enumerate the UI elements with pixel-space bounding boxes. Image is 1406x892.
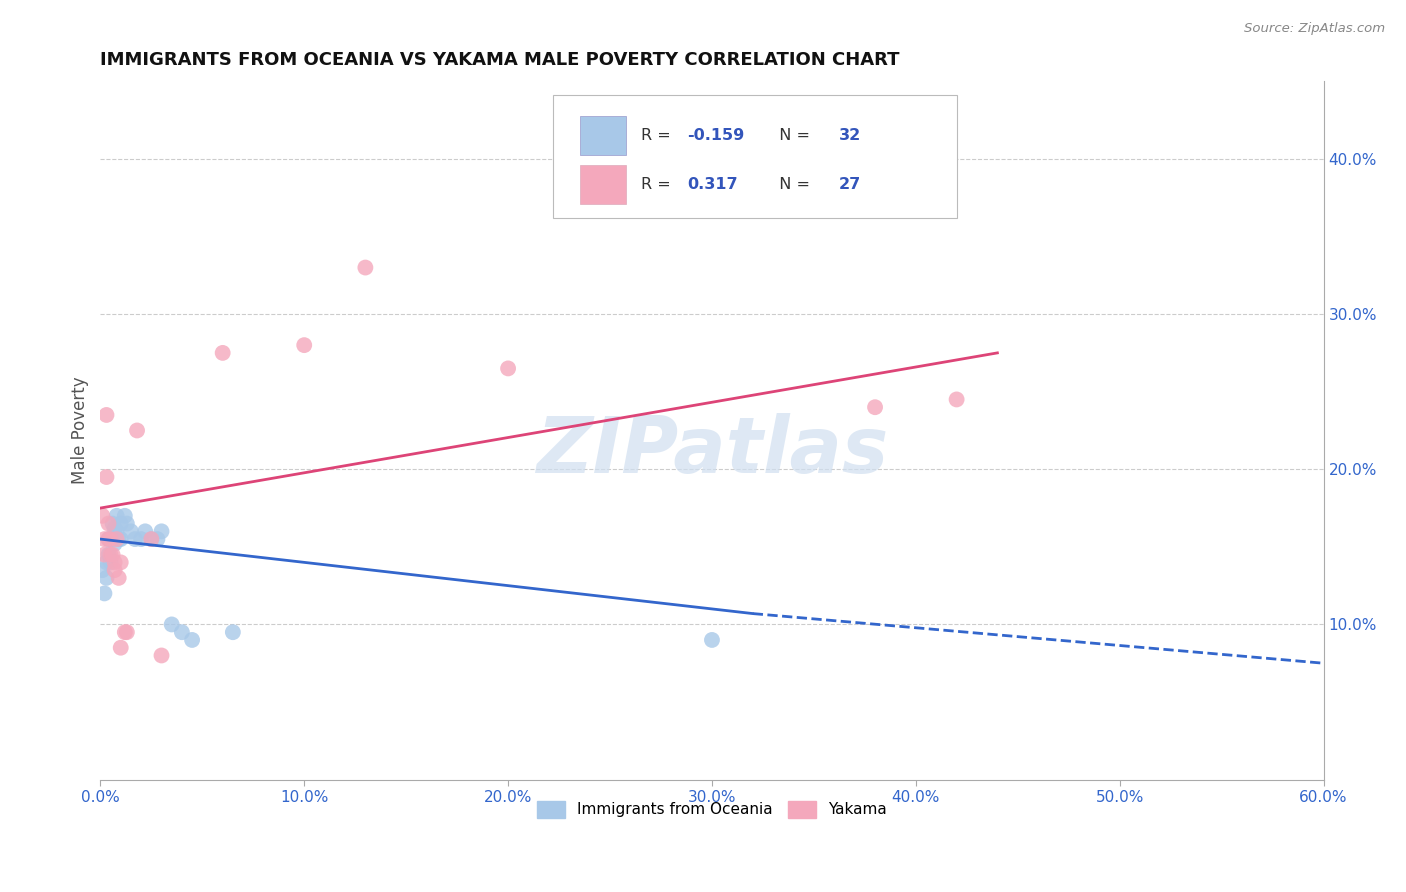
Point (115, 516, 138, 531)
Point (97, 532, 120, 546)
Point (160, 617, 183, 632)
Point (150, 648, 173, 663)
Point (354, 260, 377, 275)
Point (114, 625, 136, 640)
Point (700, 632, 723, 647)
Point (146, 532, 169, 546)
Point (170, 625, 193, 640)
Text: R =: R = (641, 178, 681, 192)
Point (91, 563, 114, 577)
Bar (579, 116, 626, 154)
Point (110, 555, 132, 569)
Point (100, 532, 122, 546)
Point (96, 555, 118, 569)
Point (107, 571, 129, 585)
Legend: Immigrants from Oceania, Yakama: Immigrants from Oceania, Yakama (531, 795, 893, 824)
FancyBboxPatch shape (553, 95, 956, 218)
Point (894, 152, 917, 166)
Text: ZIPatlas: ZIPatlas (536, 413, 889, 490)
Point (134, 524, 156, 539)
Point (91, 508, 114, 523)
Y-axis label: Male Poverty: Male Poverty (72, 376, 89, 484)
Point (110, 516, 132, 531)
Point (222, 625, 245, 640)
Point (110, 640, 132, 655)
Point (93, 548, 115, 562)
Point (129, 532, 152, 546)
Point (945, 392, 967, 407)
Point (101, 532, 124, 546)
Point (141, 532, 163, 546)
Point (496, 361, 519, 376)
Text: Source: ZipAtlas.com: Source: ZipAtlas.com (1244, 22, 1385, 36)
Point (101, 548, 124, 562)
Point (863, 401, 886, 415)
Text: R =: R = (641, 128, 676, 143)
Text: 0.317: 0.317 (688, 178, 738, 192)
Point (124, 532, 146, 546)
Point (97, 516, 120, 531)
Text: -0.159: -0.159 (688, 128, 745, 143)
Text: 27: 27 (839, 178, 862, 192)
Point (96, 470, 118, 484)
Point (97, 548, 120, 562)
Point (104, 521, 127, 535)
Point (292, 338, 315, 352)
Text: N =: N = (769, 178, 815, 192)
Point (100, 532, 122, 546)
Point (181, 632, 204, 647)
Point (115, 625, 138, 640)
Text: IMMIGRANTS FROM OCEANIA VS YAKAMA MALE POVERTY CORRELATION CHART: IMMIGRANTS FROM OCEANIA VS YAKAMA MALE P… (100, 51, 900, 69)
Point (100, 555, 122, 569)
Point (93, 586, 115, 600)
Point (105, 532, 128, 546)
Text: N =: N = (769, 128, 815, 143)
Point (150, 524, 173, 539)
Point (105, 508, 128, 523)
Point (141, 532, 163, 546)
Bar (579, 165, 626, 203)
Point (120, 524, 142, 539)
Point (125, 424, 148, 438)
Point (96, 408, 118, 422)
Point (93, 532, 115, 546)
Point (101, 516, 124, 531)
Point (104, 555, 127, 569)
Point (97, 532, 120, 546)
Point (105, 524, 128, 539)
Point (211, 346, 233, 360)
Point (114, 508, 136, 523)
Text: 32: 32 (839, 128, 862, 143)
Point (96, 571, 118, 585)
Point (104, 537, 127, 551)
Point (107, 532, 129, 546)
Point (100, 548, 122, 562)
Point (110, 532, 132, 546)
Point (104, 563, 127, 577)
